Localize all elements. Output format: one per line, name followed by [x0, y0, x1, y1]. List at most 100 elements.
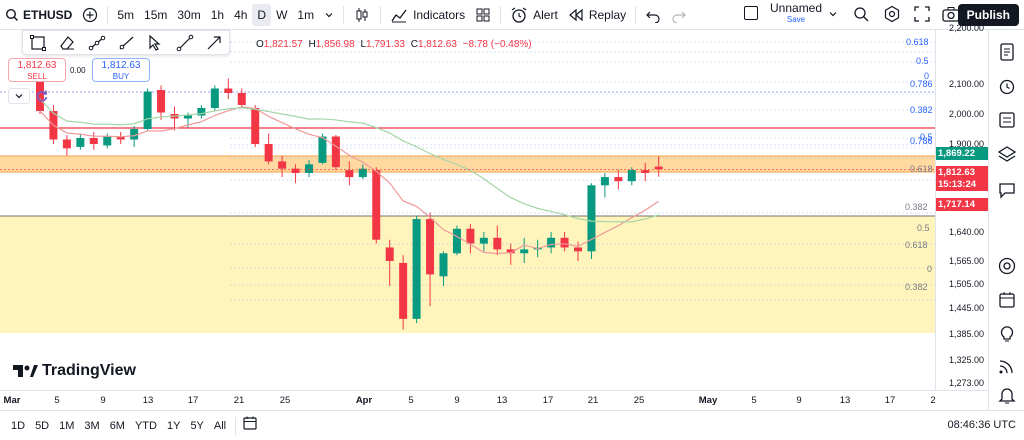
candle-body	[466, 228, 475, 244]
redo-button[interactable]	[666, 0, 692, 30]
symbol-search[interactable]: ETHUSD	[0, 0, 77, 30]
chart-type-button[interactable]	[348, 0, 376, 30]
open-key: O	[256, 39, 264, 50]
collapse-legend-button[interactable]	[8, 88, 30, 104]
interval-1m[interactable]: 1m	[297, 7, 315, 22]
top-toolbar: ETHUSD 5m 15m 30m 1h 4h D W 1m Indicators Alert	[0, 0, 1024, 30]
price-chart[interactable]	[0, 30, 935, 390]
range-1y[interactable]: 1Y	[166, 419, 181, 432]
layout-checkbox[interactable]	[744, 6, 758, 20]
compare-button[interactable]	[77, 0, 103, 30]
settings-button[interactable]	[883, 5, 901, 28]
interval-1h[interactable]: 1h	[210, 7, 225, 22]
candle-body	[372, 170, 381, 240]
low-key: L	[360, 39, 367, 50]
interval-5m[interactable]: 5m	[117, 7, 135, 22]
layers-button[interactable]	[997, 144, 1017, 164]
candle-body	[641, 170, 650, 173]
target-icon	[998, 257, 1016, 275]
candle-body	[600, 177, 609, 186]
candle-body	[291, 168, 300, 173]
bar-countdown-tag: 15:13:24	[936, 178, 989, 191]
layout-dropdown[interactable]	[828, 6, 838, 24]
publish-button[interactable]: Publish	[957, 4, 1019, 26]
price-label: 1,640.00	[948, 227, 984, 237]
candle-body	[547, 237, 556, 248]
candle-body	[251, 108, 260, 144]
range-1d[interactable]: 1D	[11, 419, 26, 432]
range-6m[interactable]: 6M	[109, 419, 125, 432]
interval-D[interactable]: D	[252, 3, 272, 26]
fib-label: 0	[924, 71, 930, 81]
indicators-label: Indicators	[413, 7, 466, 22]
templates-button[interactable]	[470, 0, 496, 30]
time-label: 21	[233, 395, 245, 406]
low-value: 1,791.33	[366, 39, 405, 50]
bell-icon	[998, 388, 1016, 404]
time-label: 25	[279, 395, 291, 406]
alert-button[interactable]: Alert	[505, 0, 563, 30]
layers-icon	[997, 146, 1017, 162]
interval-4h[interactable]: 4h	[234, 7, 248, 22]
rectangle-select-icon	[29, 34, 46, 51]
candle-body	[183, 115, 192, 119]
interval-dropdown[interactable]	[319, 0, 339, 30]
list-icon	[999, 112, 1015, 128]
alerts-panel-button[interactable]	[997, 76, 1017, 96]
rectangle-tool[interactable]	[28, 33, 48, 53]
interval-30m[interactable]: 30m	[177, 7, 201, 22]
goto-date-button[interactable]	[242, 415, 258, 436]
candles-icon	[356, 7, 368, 22]
replay-button[interactable]: Replay	[563, 0, 631, 30]
fib-label: 0.618	[910, 164, 933, 174]
chat-button[interactable]	[997, 180, 1017, 200]
plus-circle-icon	[83, 7, 98, 22]
time-label: 9	[454, 395, 460, 406]
range-5y[interactable]: 5Y	[190, 419, 204, 432]
chart-pane[interactable]: TradingView	[0, 30, 935, 390]
line-icon	[176, 34, 194, 51]
range-3m[interactable]: 3M	[84, 419, 100, 432]
price-scale[interactable]: 2,200.00 2,100.00 2,000.00 1,900.00 1,640.00…	[935, 23, 989, 390]
candle-body	[157, 90, 166, 113]
utc-clock[interactable]: 08:46:36 UTC	[947, 419, 1016, 431]
sell-price: 1,812.63	[17, 60, 57, 71]
buy-button[interactable]: 1,812.63 BUY	[92, 58, 150, 82]
layout-name[interactable]: Unnamed Save	[770, 2, 822, 25]
chat-icon	[999, 183, 1015, 199]
calendar-button[interactable]	[997, 290, 1017, 310]
ideas-button[interactable]	[997, 324, 1017, 344]
ray-tool[interactable]	[116, 33, 136, 53]
time-label: 17	[187, 395, 199, 406]
interval-W[interactable]: W	[276, 7, 288, 22]
range-all[interactable]: All	[213, 419, 227, 432]
indicators-button[interactable]: Indicators	[385, 0, 470, 30]
time-axis[interactable]: Mar 5 9 13 17 21 25 Apr 5 9 13 17 21 25 May 5 9 13 17 2	[0, 390, 988, 410]
line-tool[interactable]	[175, 33, 195, 53]
fullscreen-button[interactable]	[913, 5, 931, 28]
watchlist-button[interactable]	[997, 42, 1017, 62]
ma-long-price-tag: 1,869.22	[936, 147, 989, 160]
cursor-tool[interactable]	[145, 33, 165, 53]
notifications-button[interactable]	[997, 385, 1017, 405]
redo-icon	[672, 11, 687, 23]
range-ytd[interactable]: YTD	[134, 419, 157, 432]
interval-15m[interactable]: 15m	[144, 7, 168, 22]
range-5d[interactable]: 5D	[35, 419, 50, 432]
calendar-icon	[243, 416, 257, 430]
quick-search-button[interactable]	[852, 5, 870, 28]
target-button[interactable]	[997, 256, 1017, 276]
range-1m[interactable]: 1M	[59, 419, 75, 432]
arrow-tool[interactable]	[204, 33, 224, 53]
time-label: 5	[408, 395, 414, 406]
candle-body	[493, 237, 502, 250]
candle-body	[587, 185, 596, 252]
news-stream-button[interactable]	[997, 356, 1017, 376]
eraser-tool[interactable]	[57, 33, 77, 53]
undo-button[interactable]	[640, 0, 666, 30]
object-tree-button[interactable]	[997, 110, 1017, 130]
tradingview-logo[interactable]: TradingView	[12, 362, 136, 380]
trend-angle-tool[interactable]	[87, 33, 107, 53]
sell-button[interactable]: 1,812.63 SELL	[8, 58, 66, 82]
refresh-indicator[interactable]	[35, 89, 49, 108]
